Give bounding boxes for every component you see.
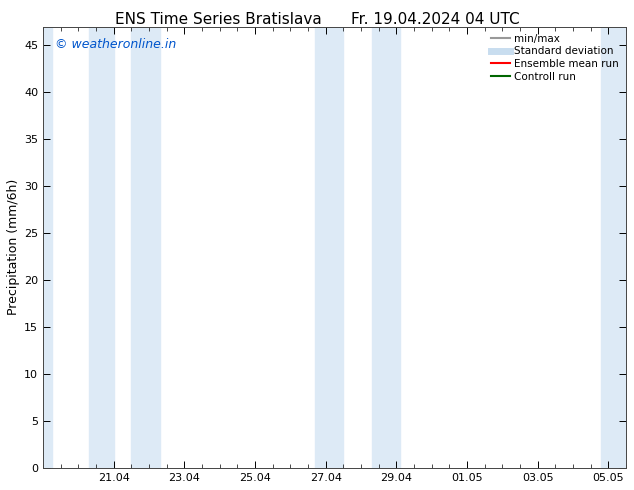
Bar (43, 26, 52, 468)
Bar (315, 26, 344, 468)
Y-axis label: Precipitation (mm/6h): Precipitation (mm/6h) (7, 179, 20, 316)
Legend: min/max, Standard deviation, Ensemble mean run, Controll run: min/max, Standard deviation, Ensemble me… (489, 32, 621, 84)
Bar (372, 26, 400, 468)
Text: © weatheronline.in: © weatheronline.in (55, 38, 176, 50)
Bar (89, 26, 113, 468)
Bar (131, 26, 160, 468)
Bar (602, 26, 626, 468)
Text: ENS Time Series Bratislava      Fr. 19.04.2024 04 UTC: ENS Time Series Bratislava Fr. 19.04.202… (115, 12, 519, 27)
